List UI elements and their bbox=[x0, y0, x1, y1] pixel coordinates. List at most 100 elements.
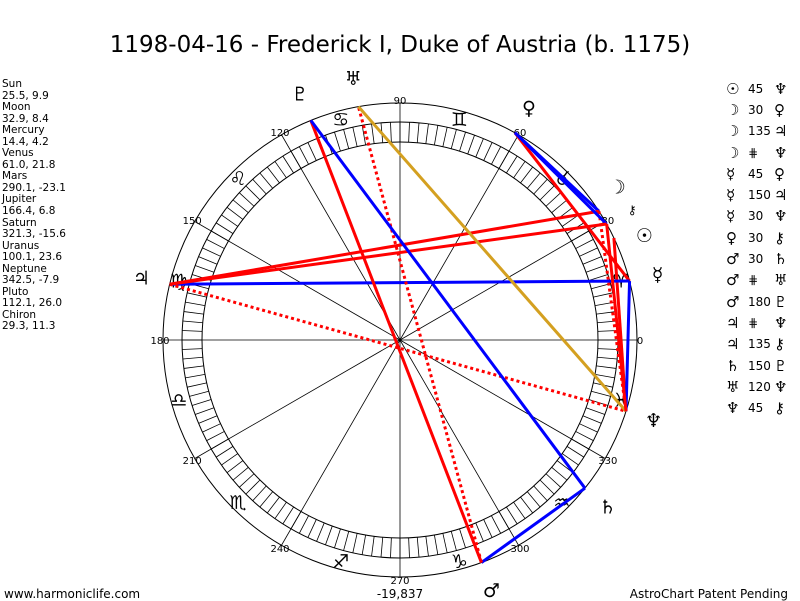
aspect-line bbox=[356, 106, 483, 563]
aspect-line bbox=[169, 279, 630, 286]
planet-coords: 32.9, 8.4 bbox=[2, 112, 49, 125]
mercury-icon: ☿ bbox=[726, 164, 736, 183]
planet-coords: 290.1, -23.1 bbox=[2, 181, 66, 194]
degree-tick bbox=[239, 192, 255, 207]
degree-tick bbox=[551, 466, 568, 481]
degree-tick bbox=[195, 407, 215, 415]
aspect-line bbox=[624, 281, 632, 412]
moon-icon: ☽ bbox=[726, 143, 740, 162]
aspect-angle: 45 bbox=[748, 81, 764, 96]
venus-icon: ♀ bbox=[774, 100, 785, 119]
degree-tick bbox=[425, 123, 429, 144]
aspect-angle: 135 bbox=[748, 124, 771, 139]
degree-tick bbox=[491, 146, 502, 165]
planet-coords: 14.4, 4.2 bbox=[2, 135, 49, 148]
jupiter-icon: ♃ bbox=[774, 186, 788, 205]
degree-tick bbox=[183, 311, 204, 315]
planet-coords: 166.4, 6.8 bbox=[2, 205, 56, 218]
degree-tick bbox=[533, 179, 548, 195]
aspect-angle: 30 bbox=[748, 102, 764, 117]
uranus-icon: ♅ bbox=[345, 68, 362, 90]
degree-tick bbox=[187, 292, 207, 298]
aspect-line bbox=[480, 486, 586, 564]
chart-title: 1198-04-16 - Frederick I, Duke of Austri… bbox=[109, 32, 691, 58]
degree-tick bbox=[582, 415, 602, 424]
degree-tick bbox=[597, 356, 618, 360]
degree-tick bbox=[380, 537, 384, 558]
degree-tick bbox=[343, 531, 350, 551]
degree-tick bbox=[551, 199, 568, 214]
degree-tick bbox=[582, 256, 602, 265]
degree-tick bbox=[433, 534, 439, 555]
site-link[interactable]: www.harmoniclife.com bbox=[4, 587, 141, 601]
jupiter-icon: ♃ bbox=[774, 122, 788, 141]
degree-tick bbox=[585, 407, 605, 415]
degree-tick bbox=[195, 265, 215, 273]
chiron-icon: ⚷ bbox=[774, 228, 785, 247]
spoke-line bbox=[281, 339, 401, 546]
mars-icon: ♂ bbox=[726, 250, 740, 269]
neptune-icon: ♆ bbox=[774, 207, 788, 226]
degree-tick bbox=[352, 127, 358, 147]
spoke-line bbox=[399, 134, 519, 341]
degree-tick bbox=[282, 155, 294, 174]
degree-tick bbox=[585, 265, 605, 273]
degree-tick bbox=[259, 491, 274, 508]
degree-tick bbox=[575, 238, 594, 249]
degree-tick bbox=[182, 348, 203, 350]
mars-icon: ♂ bbox=[483, 580, 500, 600]
degree-tick bbox=[533, 485, 548, 501]
degree-label: 300 bbox=[510, 544, 529, 555]
degree-tick bbox=[245, 185, 261, 201]
zodiac-sign-icon: ♊ bbox=[451, 109, 468, 131]
aspect-angle: 150 bbox=[748, 188, 771, 203]
degree-tick bbox=[539, 479, 555, 495]
degree-tick bbox=[316, 522, 325, 542]
planet-positions-list: Sun 25.5, 9.9 Moon 32.9, 8.4 Mercury 14.4, 4.… bbox=[2, 78, 66, 333]
spoke-line bbox=[194, 339, 401, 459]
degree-tick bbox=[416, 537, 420, 558]
degree-tick bbox=[390, 122, 392, 143]
aspect-row: ♂ 30 ♄ bbox=[726, 248, 787, 269]
degree-tick bbox=[206, 238, 225, 249]
aspect-line bbox=[357, 105, 628, 413]
spoke-line bbox=[194, 221, 401, 341]
aspect-line bbox=[169, 209, 600, 286]
degree-tick bbox=[591, 283, 611, 290]
aspect-row: ♆ 45 ⚷ bbox=[726, 397, 787, 418]
saturn-icon: ♄ bbox=[726, 356, 740, 375]
planet-coords: 321.3, -15.6 bbox=[2, 228, 66, 241]
degree-label: 210 bbox=[183, 456, 202, 467]
aspect-row: ♂ ⋕ ♅ bbox=[726, 270, 787, 291]
degree-tick bbox=[597, 320, 618, 324]
degree-tick bbox=[539, 185, 555, 201]
degree-tick bbox=[520, 166, 534, 184]
degree-tick bbox=[274, 501, 287, 519]
degree-tick bbox=[588, 274, 609, 281]
venus-icon: ♀ bbox=[726, 228, 737, 247]
aspect-row: ♄ 150 ♇ bbox=[726, 355, 787, 376]
degree-tick bbox=[182, 330, 203, 332]
degree-tick bbox=[467, 135, 475, 155]
degree-tick bbox=[334, 131, 341, 152]
degree-tick bbox=[459, 528, 466, 549]
aspect-row: ♅ 120 ♆ bbox=[726, 376, 787, 397]
aspect-row: ☽ 30 ♀ bbox=[726, 99, 787, 120]
aspect-angle: 150 bbox=[748, 358, 771, 373]
aspect-line bbox=[169, 282, 627, 413]
neptune-icon: ♆ bbox=[774, 143, 788, 162]
degree-tick bbox=[282, 506, 294, 525]
neptune-icon: ♆ bbox=[726, 399, 740, 418]
degree-label: 60 bbox=[514, 128, 527, 139]
moon-icon: ☽ bbox=[726, 100, 740, 119]
planet-coords: 342.5, -7.9 bbox=[2, 274, 60, 287]
degree-label: 330 bbox=[598, 456, 617, 467]
aspect-angle: ⋕ bbox=[748, 315, 759, 330]
planet-name: Chiron bbox=[2, 308, 37, 321]
degree-label: 30 bbox=[601, 216, 614, 227]
degree-tick bbox=[298, 515, 309, 534]
degree-tick bbox=[591, 390, 611, 397]
degree-tick bbox=[491, 515, 502, 534]
planet-name: Saturn bbox=[2, 216, 37, 229]
degree-tick bbox=[593, 292, 613, 298]
